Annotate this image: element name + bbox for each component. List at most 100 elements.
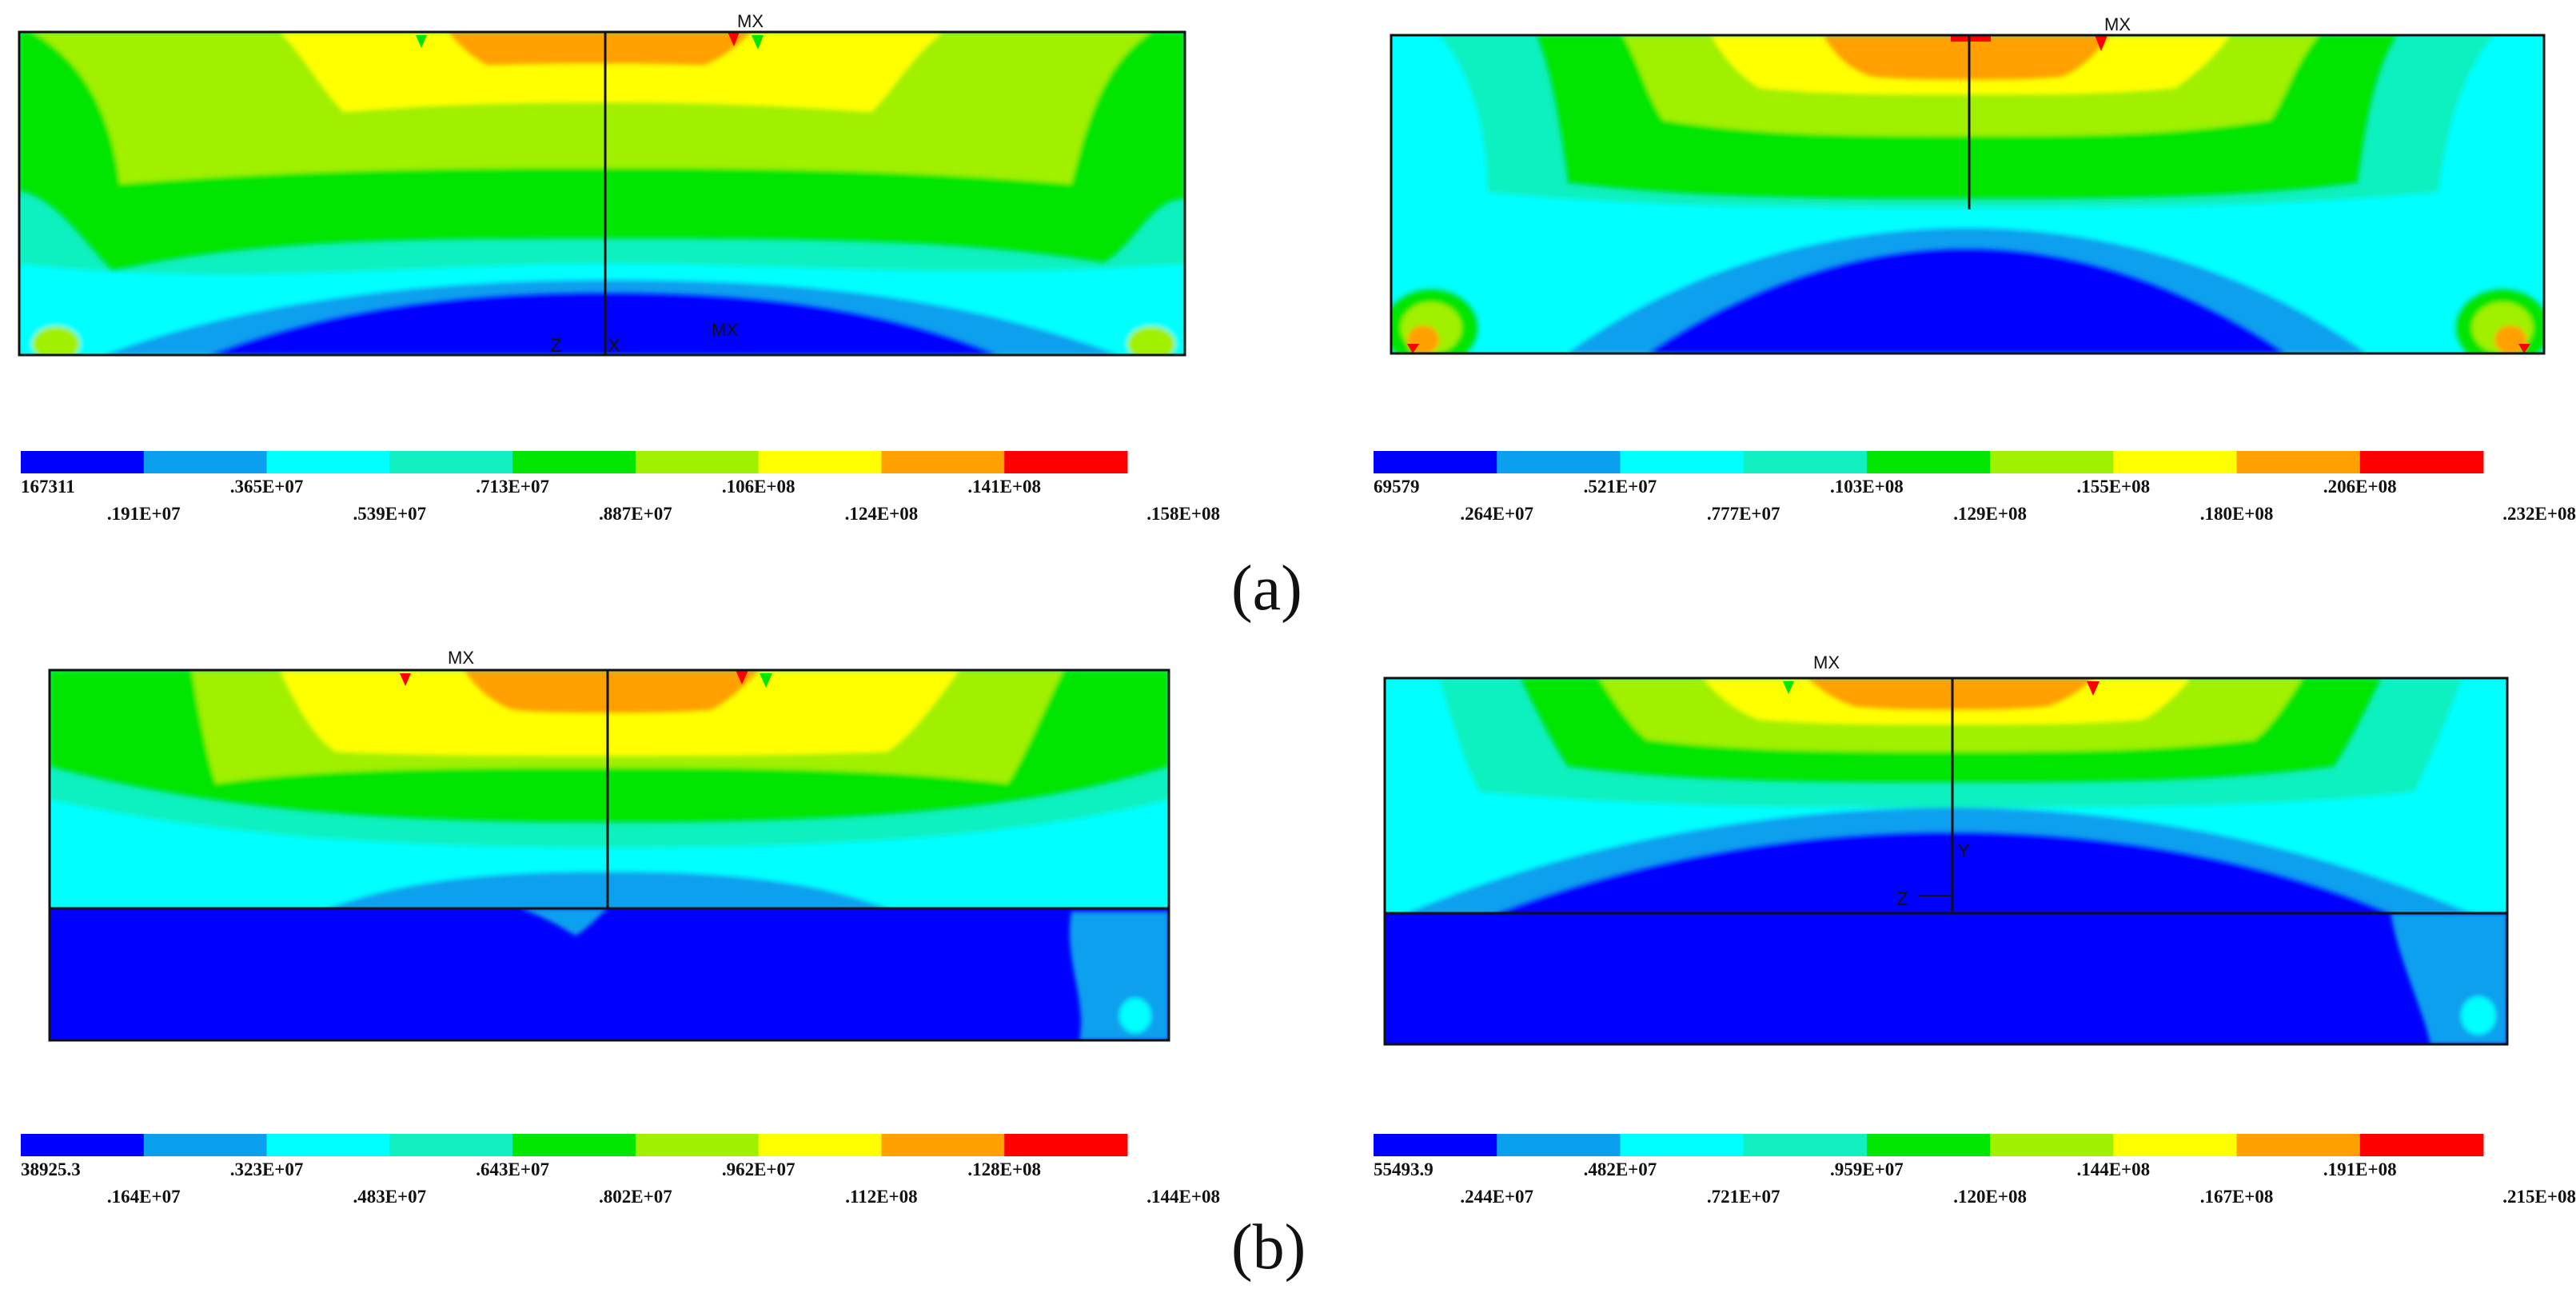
legend-min-label: 69579 [1374, 477, 1420, 497]
legend-swatch [2359, 1134, 2484, 1156]
legend-swatch [143, 451, 268, 473]
legend-swatch [1497, 451, 1621, 473]
panel-border [18, 30, 1186, 357]
contour-field-b-right [1385, 678, 2507, 1044]
legend-tick-label: .482E+07 [1584, 1159, 1657, 1179]
legend-swatch [881, 451, 1005, 473]
legend-swatch [1866, 451, 1991, 473]
legend-tick-label: .802E+07 [599, 1187, 672, 1207]
legend-swatch [143, 1134, 268, 1156]
legend-swatch [389, 451, 513, 473]
contour-panel-a-left: MX MX Z X [18, 11, 1186, 357]
legend-swatch [1990, 1134, 2114, 1156]
mx-label: MX [2104, 14, 2131, 34]
legend-tick-label: .144E+08 [1146, 1187, 1220, 1207]
legend-swatch [635, 451, 760, 473]
legend-tick-label: .120E+08 [1953, 1187, 2027, 1207]
panel-border [1383, 676, 2509, 1046]
legend-swatch [2113, 451, 2238, 473]
legend-tick-label: .365E+07 [230, 477, 304, 497]
legend-tick-label: .180E+08 [2200, 504, 2274, 524]
legend-min-label: 38925.3 [21, 1159, 81, 1179]
panel-border [1390, 34, 2546, 355]
legend-swatch [1743, 451, 1868, 473]
legend-tick-label: .112E+08 [845, 1187, 917, 1207]
legend-swatch [1004, 1134, 1128, 1156]
legend-tick-label: .643E+07 [476, 1159, 549, 1179]
contour-panel-a-right: MX [1390, 14, 2546, 355]
legend-tick-label: .323E+07 [230, 1159, 304, 1179]
legend-swatch [266, 1134, 390, 1156]
legend-tick-label: .191E+08 [2323, 1159, 2397, 1179]
legend-swatch [635, 1134, 760, 1156]
legend-swatch [389, 1134, 513, 1156]
legend-tick-label: .232E+08 [2502, 504, 2576, 524]
axis-z-label: Z [550, 335, 562, 357]
legend-swatch [21, 1134, 145, 1156]
legend-swatch [2236, 451, 2361, 473]
legend-swatch [1990, 451, 2114, 473]
legend-swatch [1497, 1134, 1621, 1156]
contour-field-a-right [1391, 35, 2544, 353]
legend-tick-label: .124E+08 [845, 504, 919, 524]
legend-tick-label: .167E+08 [2200, 1187, 2274, 1207]
axis-z-label: Z [1896, 888, 1908, 910]
legend-tick-label: .721E+07 [1707, 1187, 1780, 1207]
legend-tick-label: .539E+07 [353, 504, 426, 524]
legend-swatch [2359, 451, 2484, 473]
axis-y-label: Y [1957, 840, 1970, 862]
color-legend-b-left: 38925.3 .323E+07 .643E+07 .962E+07 .128E+08.… [21, 1134, 1220, 1207]
legend-tick-label: .264E+07 [1460, 504, 1533, 524]
legend-tick-label: .713E+07 [476, 477, 549, 497]
legend-swatch [881, 1134, 1005, 1156]
legend-min-label: 55493.9 [1374, 1159, 1434, 1179]
mx-label-bottom: MX [712, 320, 738, 340]
color-legend-b-right: 55493.9 .482E+07 .959E+07 .144E+08 .191E+08.… [1374, 1134, 2576, 1207]
legend-swatch [1620, 451, 1745, 473]
legend-tick-label: .521E+07 [1584, 477, 1657, 497]
legend-swatch [758, 451, 882, 473]
legend-swatch [1743, 1134, 1868, 1156]
legend-swatch [21, 451, 145, 473]
legend-tick-label: .962E+07 [722, 1159, 796, 1179]
legend-tick-label: .141E+08 [967, 477, 1041, 497]
legend-swatch [266, 451, 390, 473]
legend-tick-label: .155E+08 [2076, 477, 2150, 497]
legend-swatch [1374, 1134, 1497, 1156]
legend-tick-label: .244E+07 [1460, 1187, 1533, 1207]
legend-tick-label: .106E+08 [722, 477, 796, 497]
mx-label: MX [737, 11, 764, 31]
contour-panel-b-right: MX Y Z [1383, 652, 2509, 1046]
legend-tick-label: .164E+07 [107, 1187, 181, 1207]
legend-tick-label: .129E+08 [1953, 504, 2027, 524]
axis-x-label: X [608, 335, 620, 357]
legend-swatch [1004, 451, 1128, 473]
legend-tick-label: .483E+07 [353, 1187, 426, 1207]
caption-b: (b) [1231, 1212, 1306, 1283]
legend-swatch [1866, 1134, 1991, 1156]
legend-min-label: 167311 [21, 477, 75, 497]
legend-tick-label: .144E+08 [2076, 1159, 2150, 1179]
legend-tick-label: .128E+08 [967, 1159, 1041, 1179]
legend-swatch [2236, 1134, 2361, 1156]
legend-tick-label: .215E+08 [2502, 1187, 2576, 1207]
contour-panel-b-left: MX [48, 648, 1170, 1042]
legend-tick-label: .103E+08 [1830, 477, 1904, 497]
legend-tick-label: .191E+07 [107, 504, 181, 524]
caption-a: (a) [1231, 553, 1302, 624]
mx-label: MX [448, 648, 474, 668]
color-legend-a-right: 69579 .521E+07 .103E+08 .155E+08 .206E+08 .26… [1374, 451, 2576, 524]
panel-border [48, 668, 1170, 1042]
contour-field-b-left [50, 670, 1169, 1040]
legend-tick-label: .158E+08 [1146, 504, 1220, 524]
legend-swatch [1620, 1134, 1745, 1156]
legend-tick-label: .206E+08 [2323, 477, 2397, 497]
legend-tick-label: .959E+07 [1830, 1159, 1904, 1179]
legend-swatch [512, 1134, 636, 1156]
legend-swatch [512, 451, 636, 473]
legend-swatch [1374, 451, 1497, 473]
mx-label: MX [1813, 652, 1840, 672]
legend-tick-label: .887E+07 [599, 504, 672, 524]
legend-tick-label: .777E+07 [1707, 504, 1780, 524]
